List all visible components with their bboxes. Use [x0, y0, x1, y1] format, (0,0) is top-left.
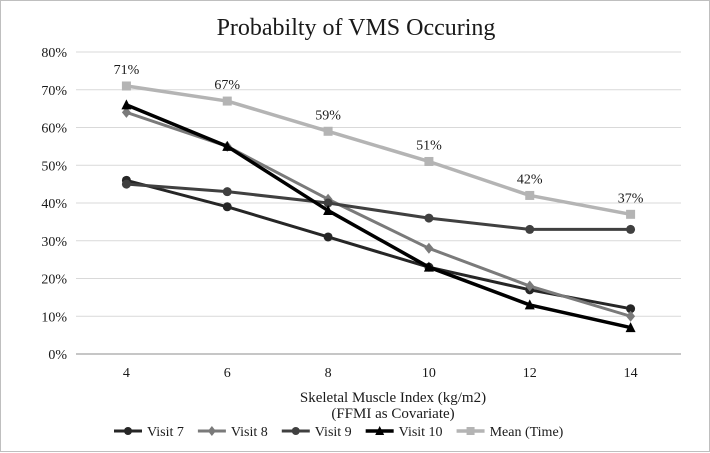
legend-item: Visit 10 — [365, 425, 443, 440]
triangle-marker — [625, 322, 636, 333]
y-axis-ticks: 0% 10% 20% 30% 40% 50% 60% 70% 80% — [41, 46, 67, 363]
diamond-marker — [121, 106, 131, 118]
circle-marker — [626, 224, 636, 234]
circle-marker — [121, 179, 131, 189]
circle-marker — [323, 232, 333, 242]
gridlines — [76, 51, 681, 355]
x-tick-label: 8 — [325, 366, 332, 381]
circle-marker — [424, 213, 434, 223]
circle-marker — [626, 304, 636, 314]
square-marker — [222, 96, 232, 106]
x-axis-label-sub: (FFMI as Covariate) — [331, 406, 454, 422]
legend-label: Visit 10 — [399, 425, 443, 440]
legend-label: Visit 7 — [147, 425, 184, 440]
square-marker — [626, 209, 636, 219]
circle-marker — [222, 187, 232, 197]
legend-label: Mean (Time) — [490, 425, 564, 440]
y-tick-label: 40% — [41, 197, 67, 212]
circle-marker — [291, 427, 300, 435]
y-tick-label: 20% — [41, 273, 67, 288]
data-label: 59% — [315, 108, 341, 123]
triangle-marker — [423, 261, 434, 272]
legend-label: Visit 8 — [231, 425, 268, 440]
y-tick-label: 30% — [41, 235, 67, 250]
diamond-marker — [424, 242, 434, 254]
series-visit-10 — [121, 99, 636, 333]
legend-label: Visit 9 — [315, 425, 352, 440]
series-visit-8 — [121, 106, 636, 322]
square-marker — [525, 190, 535, 200]
x-tick-label: 10 — [422, 366, 436, 381]
series-mean-time — [121, 81, 636, 219]
triangle-marker — [222, 140, 233, 151]
x-tick-label: 4 — [123, 366, 130, 381]
data-label: 42% — [517, 172, 543, 187]
circle-marker — [222, 202, 232, 212]
y-tick-label: 80% — [41, 46, 67, 61]
triangle-marker — [121, 99, 132, 110]
series-visit-9 — [121, 179, 636, 234]
square-marker — [121, 81, 131, 91]
x-tick-label: 14 — [624, 366, 638, 381]
square-marker — [424, 156, 434, 166]
square-marker — [323, 126, 333, 136]
diamond-marker — [525, 280, 535, 292]
triangle-marker — [375, 426, 385, 435]
triangle-marker — [524, 299, 535, 310]
y-tick-label: 50% — [41, 159, 67, 174]
data-label: 51% — [416, 138, 442, 153]
x-axis-label: Skeletal Muscle Index (kg/m2) — [300, 390, 486, 406]
series-lines — [121, 81, 636, 333]
legend-item: Mean (Time) — [456, 425, 564, 440]
data-label: 37% — [618, 191, 644, 206]
y-tick-label: 0% — [48, 348, 67, 363]
x-tick-label: 12 — [523, 366, 537, 381]
series-line — [125, 103, 631, 330]
series-line — [126, 84, 631, 217]
x-tick-label: 6 — [224, 366, 231, 381]
triangle-marker — [323, 205, 334, 216]
y-tick-label: 70% — [41, 84, 67, 99]
circle-marker — [124, 427, 132, 435]
legend-item: Visit 9 — [281, 425, 352, 440]
square-marker — [466, 427, 475, 435]
data-label: 71% — [114, 63, 140, 78]
diamond-marker — [626, 310, 636, 322]
data-label: 67% — [214, 78, 240, 93]
legend-item: Visit 7 — [114, 425, 184, 440]
series-line — [126, 182, 631, 231]
legend: Visit 7 Visit 8 Visit 9 Visit 10 Mean (Time) — [114, 425, 564, 440]
series-line — [125, 110, 632, 318]
x-axis-ticks: 4 6 8 10 12 14 — [123, 366, 638, 381]
diamond-marker — [207, 426, 216, 436]
chart-title: Probabilty of VMS Occuring — [217, 15, 496, 41]
data-labels: 71% 67% 59% 51% 42% 37% — [114, 63, 644, 206]
circle-marker — [525, 224, 535, 234]
circle-marker — [323, 198, 333, 208]
series-line — [126, 178, 631, 311]
legend-item: Visit 8 — [197, 425, 268, 440]
y-tick-label: 10% — [41, 310, 67, 325]
series-visit-7 — [121, 175, 636, 314]
y-tick-label: 60% — [41, 122, 67, 137]
